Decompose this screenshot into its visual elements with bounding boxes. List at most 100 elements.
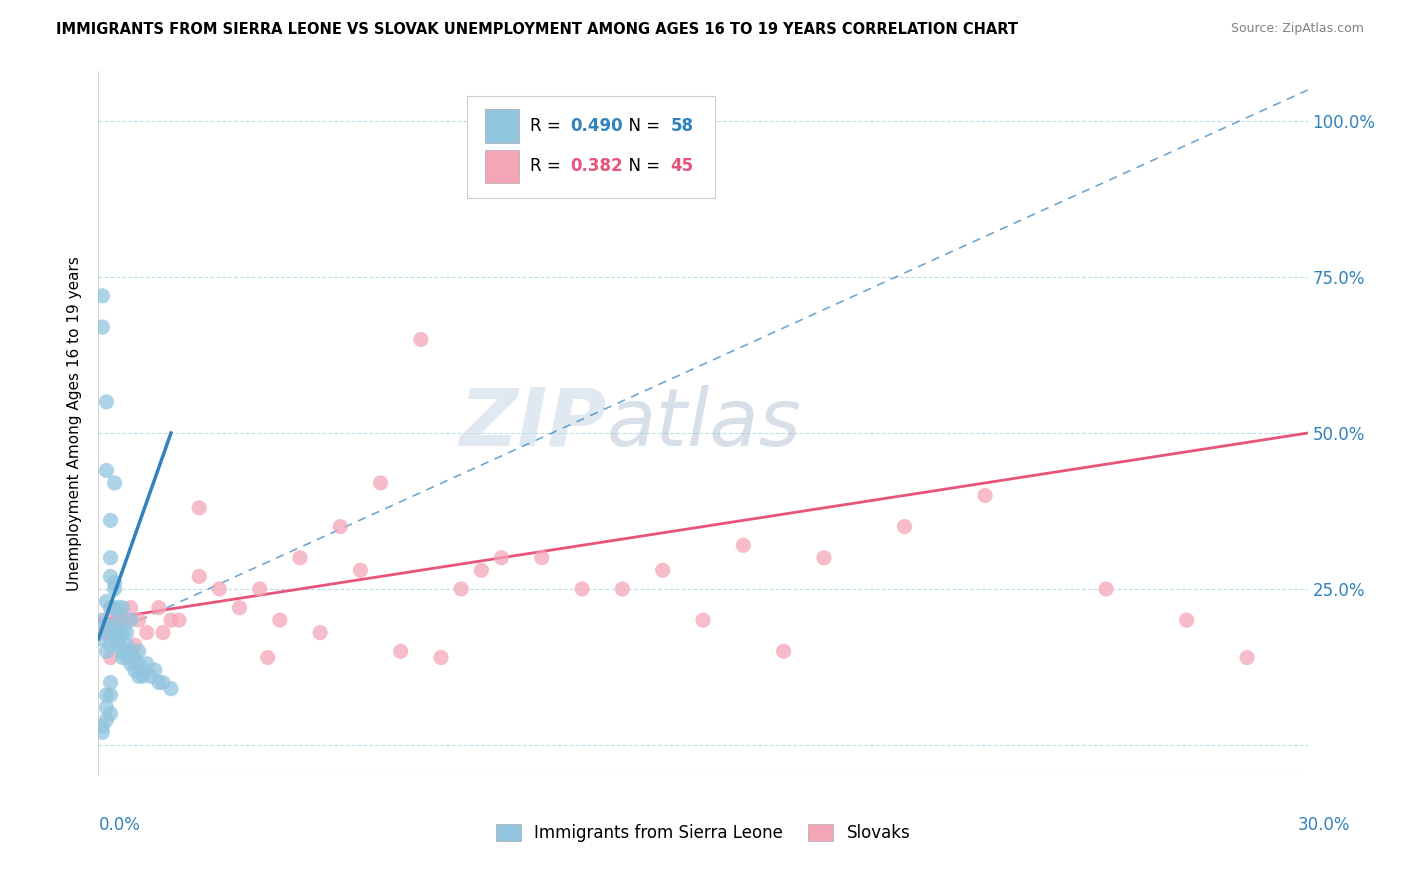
Text: 0.382: 0.382 [569,158,623,176]
Point [115,625,138,640]
Point [470,563,492,577]
Text: Source: ZipAtlas.com: Source: ZipAtlas.com [1230,22,1364,36]
Point [103,575,125,590]
Text: N =: N = [619,158,665,176]
Point [96,713,118,727]
Point [893,519,915,533]
Point [491,550,513,565]
Point [103,619,125,633]
Point [100,513,122,527]
Point [91,613,114,627]
Text: 30.0%: 30.0% [1298,816,1350,834]
Point [128,644,150,658]
Point [100,550,122,565]
Point [409,333,432,347]
Point [103,582,125,596]
Text: 0.0%: 0.0% [98,816,141,834]
Point [612,582,634,596]
Point [96,463,118,477]
Point [188,500,211,515]
Point [120,657,142,671]
Point [107,613,129,627]
FancyBboxPatch shape [485,110,519,144]
Point [249,582,271,596]
Point [288,550,311,565]
Point [135,625,157,640]
Point [111,650,134,665]
Point [91,289,114,303]
FancyBboxPatch shape [467,96,716,198]
Point [120,600,142,615]
Point [111,644,134,658]
Point [571,582,593,596]
Point [103,619,125,633]
Point [111,600,134,615]
Point [450,582,472,596]
Text: 0.490: 0.490 [569,118,623,136]
Point [103,632,125,646]
Point [103,475,125,490]
Point [152,675,174,690]
Point [208,582,231,596]
Text: R =: R = [530,118,567,136]
Point [132,663,155,677]
Text: atlas: atlas [606,384,801,463]
Point [96,619,118,633]
Point [128,657,150,671]
Legend: Immigrants from Sierra Leone, Slovaks: Immigrants from Sierra Leone, Slovaks [489,817,917,849]
Point [96,700,118,714]
Point [96,594,118,608]
Point [167,613,190,627]
Point [132,669,155,683]
Point [152,625,174,640]
Point [91,725,114,739]
Text: 45: 45 [671,158,693,176]
Point [1236,650,1258,665]
Point [389,644,412,658]
Point [148,675,170,690]
Point [772,644,794,658]
Point [188,569,211,583]
Point [96,395,118,409]
Point [100,600,122,615]
Point [124,650,146,665]
Point [349,563,371,577]
Point [107,632,129,646]
Point [733,538,755,552]
Point [135,657,157,671]
Point [115,650,138,665]
Point [111,625,134,640]
Point [103,600,125,615]
Point [692,613,714,627]
Point [430,650,453,665]
Text: N =: N = [619,118,665,136]
Point [329,519,352,533]
Point [100,638,122,652]
Text: 58: 58 [671,118,693,136]
Point [100,569,122,583]
Point [100,650,122,665]
Point [96,644,118,658]
Point [1095,582,1118,596]
Point [91,625,114,640]
Point [160,681,183,696]
Point [370,475,392,490]
Point [120,644,142,658]
Point [160,613,183,627]
Point [115,638,138,652]
Point [128,613,150,627]
Point [91,719,114,733]
Point [139,669,162,683]
Point [143,663,166,677]
Point [100,675,122,690]
Point [269,613,291,627]
Point [124,638,146,652]
Point [651,563,673,577]
Point [128,669,150,683]
Point [96,688,118,702]
Point [148,600,170,615]
Point [100,600,122,615]
Point [107,625,129,640]
Point [100,706,122,721]
Text: ZIP: ZIP [458,384,606,463]
